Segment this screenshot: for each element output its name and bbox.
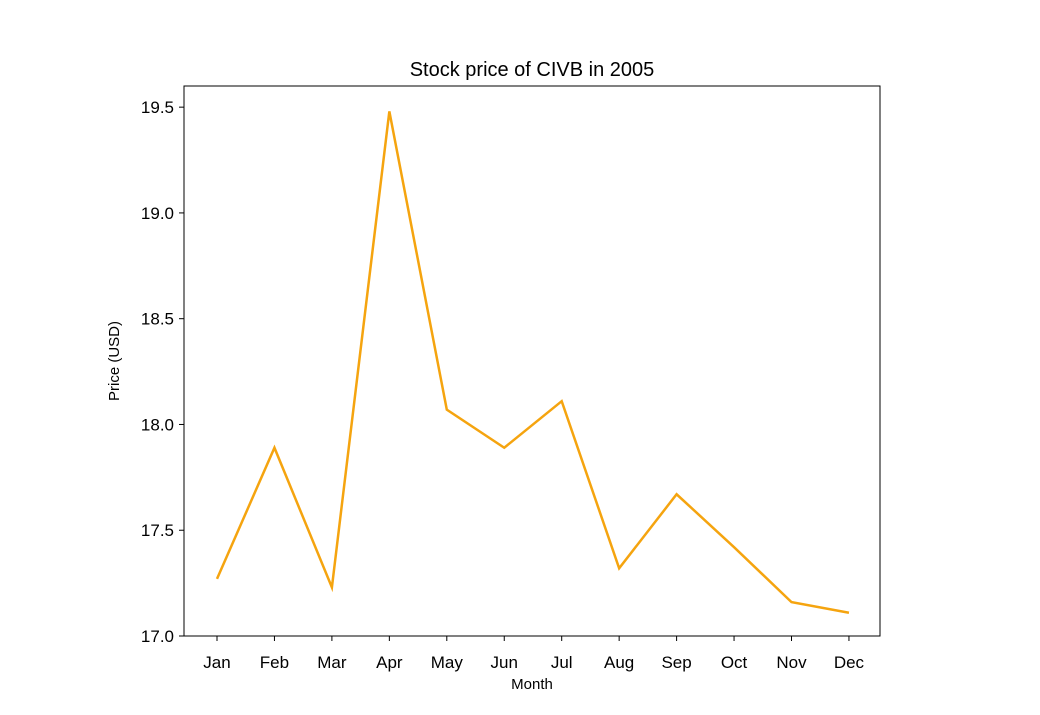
x-tick-label: Oct [721,653,748,672]
y-axis-ticks: 17.0 17.5 18.0 18.5 19.0 19.5 [141,98,184,646]
y-tick-label: 19.0 [141,204,174,223]
series-layer [215,111,850,614]
y-tick-label: 17.0 [141,627,174,646]
series-line-0 [215,111,850,614]
x-tick-label: Mar [317,653,347,672]
x-tick-label: Feb [260,653,289,672]
y-tick-label: 19.5 [141,98,174,117]
x-tick-label: Jul [551,653,573,672]
x-tick-label: Aug [604,653,634,672]
y-tick-label: 18.5 [141,310,174,329]
x-tick-label: Jun [491,653,518,672]
x-axis-label: Month [511,676,553,693]
chart-title: Stock price of CIVB in 2005 [410,59,655,81]
y-tick-label: 17.5 [141,521,174,540]
x-tick-label: May [431,653,464,672]
x-tick-label: Apr [376,653,403,672]
x-tick-label: Dec [834,653,865,672]
y-tick-label: 18.0 [141,415,174,434]
x-axis-ticks: Jan Feb Mar Apr May Jun Jul Aug Sep Oct Nov Dec [203,636,865,672]
x-tick-label: Jan [203,653,230,672]
plot-area-frame [183,85,881,637]
x-tick-label: Sep [661,653,691,672]
x-tick-label: Nov [776,653,807,672]
y-axis-label: Price (USD) [106,321,123,401]
